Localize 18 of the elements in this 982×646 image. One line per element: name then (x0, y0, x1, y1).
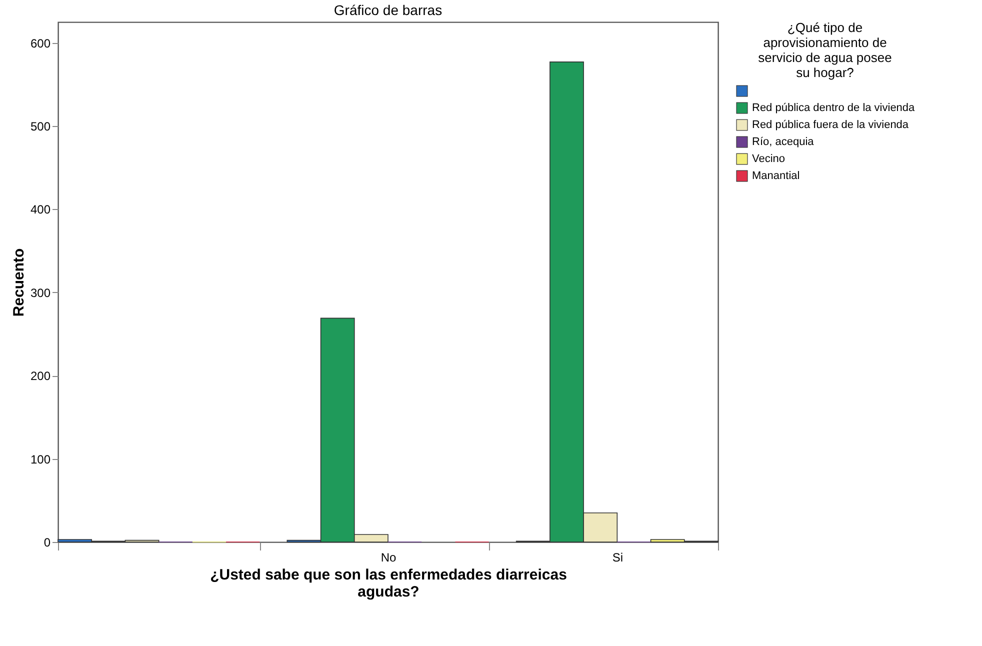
y-tick-label: 100 (30, 452, 51, 466)
x-tick-label: No (380, 550, 396, 564)
y-tick-label: 400 (30, 202, 51, 217)
legend-label: Manantial (752, 170, 800, 182)
x-tick-label: Si (612, 550, 624, 564)
legend-label: Río, acequia (752, 136, 815, 148)
legend-title: ¿Qué tipo de aprovisionamiento de servicio de agua posee su hogar? (758, 20, 892, 80)
legend-label: Vecino (752, 153, 786, 165)
y-tick-label: 200 (30, 369, 51, 384)
y-tick-label: 0 (44, 536, 51, 550)
x-axis-title: ¿Usted sabe que son las enfermedades diarreicas agudas? (210, 566, 567, 600)
y-tick-label: 500 (30, 120, 51, 134)
y-tick-label: 300 (30, 286, 51, 300)
y-axis-title: Recuento (10, 248, 28, 317)
legend-label: Red pública fuera de la vivienda (752, 119, 910, 131)
y-tick-label: 600 (30, 36, 51, 50)
chart-title: Gráfico de barras (334, 2, 442, 18)
legend-label: Red pública dentro de la vivienda (752, 102, 916, 114)
